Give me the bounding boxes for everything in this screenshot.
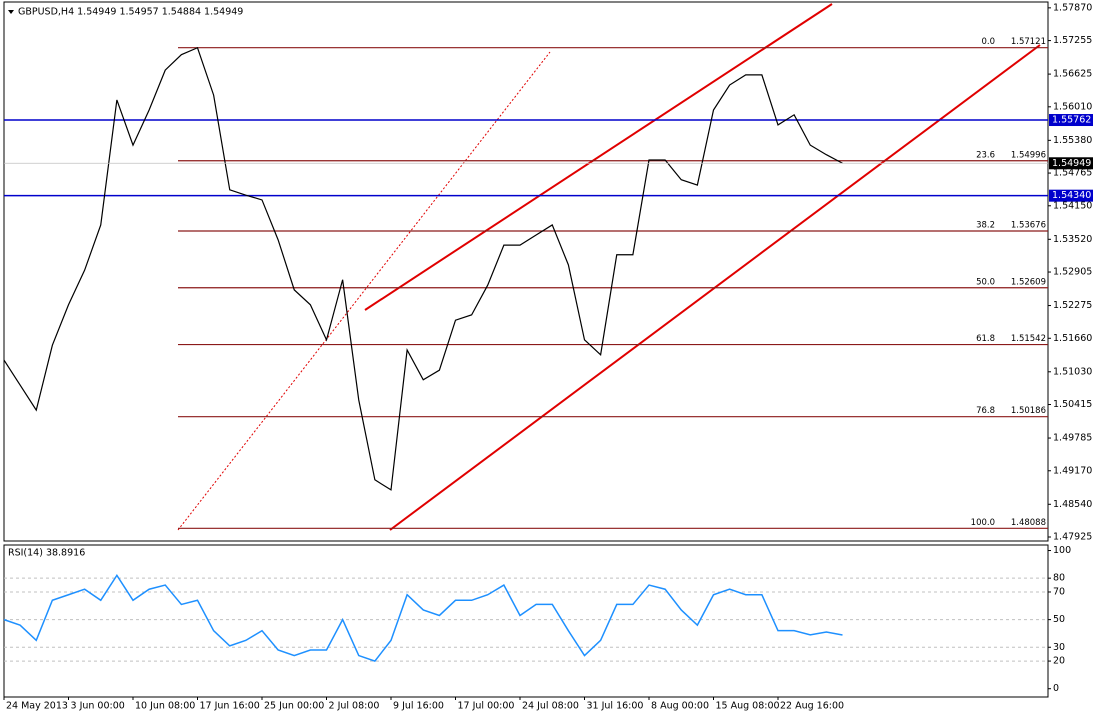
y-tick-label: 50 bbox=[1053, 614, 1065, 625]
x-tick-label: 17 Jul 00:00 bbox=[458, 701, 515, 712]
y-tick-label: 1.52275 bbox=[1053, 300, 1092, 311]
y-tick-label: 1.52905 bbox=[1053, 267, 1092, 278]
price-panel bbox=[3, 1, 1049, 542]
y-tick-label: 1.57870 bbox=[1053, 2, 1092, 13]
y-tick-label: 0 bbox=[1053, 683, 1059, 694]
y-tick-label: 1.47925 bbox=[1053, 532, 1092, 543]
fib-price: 1.48088 bbox=[1011, 518, 1046, 528]
price-label-box bbox=[1049, 189, 1093, 202]
fib-level: 76.8 bbox=[976, 406, 995, 416]
x-tick-label: 17 Jun 16:00 bbox=[200, 701, 260, 712]
fib-level: 100.0 bbox=[971, 518, 995, 528]
x-tick-label: 3 Jun 00:00 bbox=[71, 701, 125, 712]
fib-level: 23.6 bbox=[976, 150, 995, 160]
y-tick-label: 1.54765 bbox=[1053, 168, 1092, 179]
y-tick-label: 1.48540 bbox=[1053, 499, 1092, 510]
fib-price: 1.50186 bbox=[1011, 406, 1046, 416]
rsi-title: RSI(14) 38.8916 bbox=[8, 548, 85, 559]
y-tick-label: 1.56010 bbox=[1053, 101, 1092, 112]
fib-price: 1.52609 bbox=[1011, 277, 1046, 287]
chart-title: GBPUSD,H4 1.54949 1.54957 1.54884 1.5494… bbox=[18, 7, 243, 18]
fib-price: 1.53676 bbox=[1011, 221, 1046, 231]
fib-trend-line bbox=[177, 51, 551, 531]
y-tick-label: 1.50415 bbox=[1053, 399, 1092, 410]
fib-price: 1.51542 bbox=[1011, 334, 1046, 344]
y-tick-label: 100 bbox=[1053, 545, 1071, 556]
fib-level: 0.0 bbox=[981, 37, 995, 47]
x-tick-label: 9 Jul 16:00 bbox=[393, 701, 444, 712]
x-tick-label: 2 Jul 08:00 bbox=[329, 701, 380, 712]
series-line bbox=[3, 46, 843, 491]
y-tick-label: 1.55380 bbox=[1053, 135, 1092, 146]
x-tick-label: 25 Jun 00:00 bbox=[264, 701, 324, 712]
fib-level: 50.0 bbox=[976, 277, 995, 287]
menu-arrow bbox=[8, 10, 14, 14]
y-tick-label: 70 bbox=[1053, 586, 1065, 597]
y-tick-label: 1.51030 bbox=[1053, 366, 1092, 377]
x-tick-label: 15 Aug 08:00 bbox=[716, 701, 780, 712]
x-tick-label: 8 Aug 00:00 bbox=[651, 701, 709, 712]
fib-level: 38.2 bbox=[976, 221, 995, 231]
x-tick-label: 24 Jul 08:00 bbox=[522, 701, 579, 712]
x-tick-label: 31 Jul 16:00 bbox=[587, 701, 644, 712]
fib-level: 61.8 bbox=[976, 334, 995, 344]
price-label-box bbox=[1049, 114, 1093, 127]
y-tick-label: 1.56625 bbox=[1053, 69, 1092, 80]
current-price-label: 1.54949 bbox=[1052, 158, 1091, 169]
rsi-panel bbox=[3, 544, 1049, 698]
y-tick-label: 1.49785 bbox=[1053, 433, 1092, 444]
y-tick-label: 1.49170 bbox=[1053, 465, 1092, 476]
current-price-box bbox=[1049, 157, 1093, 170]
x-tick-label: 10 Jun 08:00 bbox=[135, 701, 195, 712]
y-tick-label: 1.57255 bbox=[1053, 35, 1092, 46]
price-label: 1.55762 bbox=[1052, 115, 1091, 126]
x-tick-label: 24 May 2013 bbox=[6, 701, 68, 712]
y-tick-label: 30 bbox=[1053, 642, 1065, 653]
y-tick-label: 20 bbox=[1053, 656, 1065, 667]
y-tick-label: 80 bbox=[1053, 573, 1065, 584]
y-tick-label: 1.54150 bbox=[1053, 200, 1092, 211]
fib-price: 1.57121 bbox=[1011, 37, 1046, 47]
y-tick-label: 1.51660 bbox=[1053, 333, 1092, 344]
x-tick-label: 22 Aug 16:00 bbox=[780, 701, 844, 712]
y-tick-label: 1.53520 bbox=[1053, 234, 1092, 245]
price-label: 1.54340 bbox=[1052, 190, 1091, 201]
channel-upper bbox=[364, 3, 833, 311]
fib-price: 1.54996 bbox=[1011, 150, 1046, 160]
series-line bbox=[3, 574, 843, 662]
